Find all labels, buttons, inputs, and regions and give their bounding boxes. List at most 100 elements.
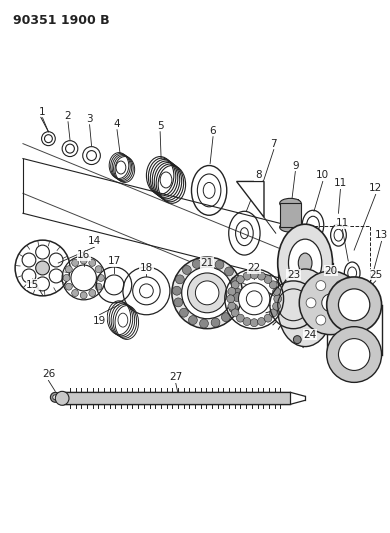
Text: 24: 24 — [303, 329, 317, 340]
Circle shape — [257, 272, 265, 280]
Circle shape — [66, 283, 72, 290]
Circle shape — [172, 286, 181, 295]
Text: 7: 7 — [271, 139, 277, 149]
Text: 3: 3 — [86, 114, 93, 124]
Circle shape — [229, 304, 238, 313]
Circle shape — [316, 280, 326, 290]
Circle shape — [176, 275, 184, 284]
Circle shape — [50, 392, 60, 402]
Circle shape — [66, 266, 72, 273]
Text: 6: 6 — [210, 126, 216, 136]
Circle shape — [233, 288, 242, 297]
Circle shape — [231, 277, 240, 286]
Circle shape — [345, 298, 355, 308]
Ellipse shape — [278, 224, 333, 302]
Circle shape — [89, 289, 96, 296]
Circle shape — [250, 271, 258, 279]
Circle shape — [188, 273, 227, 313]
Circle shape — [335, 280, 345, 290]
Ellipse shape — [289, 239, 322, 287]
Circle shape — [95, 283, 102, 290]
Circle shape — [183, 265, 191, 274]
Circle shape — [225, 267, 234, 276]
Circle shape — [200, 319, 208, 328]
Text: 19: 19 — [93, 316, 106, 326]
Text: 12: 12 — [369, 183, 382, 193]
Circle shape — [243, 272, 251, 280]
Circle shape — [211, 318, 220, 327]
Circle shape — [327, 327, 381, 382]
Text: 8: 8 — [255, 171, 261, 181]
Circle shape — [172, 257, 243, 329]
Circle shape — [204, 257, 213, 266]
Circle shape — [233, 293, 242, 302]
Bar — [291, 226, 370, 316]
Circle shape — [174, 298, 183, 307]
Circle shape — [72, 260, 78, 266]
Bar — [62, 392, 291, 404]
Text: 26: 26 — [42, 369, 55, 379]
Circle shape — [80, 292, 87, 299]
Bar — [280, 203, 301, 227]
Text: 90351 1900 B: 90351 1900 B — [13, 14, 110, 27]
Circle shape — [273, 287, 280, 295]
Circle shape — [264, 276, 272, 284]
Circle shape — [182, 267, 233, 319]
Circle shape — [228, 287, 236, 295]
Circle shape — [215, 260, 224, 269]
Circle shape — [222, 313, 230, 321]
Circle shape — [243, 318, 251, 326]
Circle shape — [327, 277, 381, 333]
Text: 15: 15 — [26, 280, 39, 290]
Ellipse shape — [280, 198, 301, 208]
Text: 16: 16 — [77, 250, 90, 260]
Circle shape — [257, 318, 265, 326]
Circle shape — [335, 315, 345, 325]
Circle shape — [188, 316, 197, 325]
Circle shape — [231, 281, 239, 289]
Text: 20: 20 — [324, 266, 337, 276]
Text: 13: 13 — [375, 230, 388, 240]
Circle shape — [55, 391, 69, 405]
Text: 22: 22 — [248, 263, 261, 273]
Circle shape — [322, 294, 339, 312]
Circle shape — [306, 298, 316, 308]
Circle shape — [299, 271, 362, 335]
Ellipse shape — [278, 269, 333, 346]
Polygon shape — [237, 181, 264, 217]
Circle shape — [179, 308, 188, 317]
Text: 25: 25 — [369, 270, 382, 280]
Text: 11: 11 — [334, 179, 347, 189]
Circle shape — [63, 274, 70, 281]
Text: 2: 2 — [65, 111, 71, 121]
Text: 23: 23 — [287, 270, 300, 280]
Ellipse shape — [298, 253, 312, 273]
Circle shape — [133, 277, 160, 305]
Circle shape — [192, 260, 201, 268]
Circle shape — [316, 315, 326, 325]
Circle shape — [231, 309, 239, 317]
Ellipse shape — [280, 222, 301, 232]
Circle shape — [293, 336, 301, 344]
Text: 27: 27 — [169, 373, 183, 382]
Circle shape — [72, 289, 78, 296]
Circle shape — [239, 283, 270, 315]
Circle shape — [269, 309, 277, 317]
Circle shape — [236, 276, 244, 284]
Circle shape — [264, 314, 272, 322]
Circle shape — [339, 289, 370, 321]
Text: 18: 18 — [140, 263, 153, 273]
Text: 21: 21 — [200, 258, 214, 268]
Circle shape — [339, 338, 370, 370]
Text: 17: 17 — [108, 256, 121, 266]
Text: 11: 11 — [336, 218, 349, 228]
Circle shape — [228, 302, 236, 310]
Text: 1: 1 — [39, 107, 46, 117]
Circle shape — [80, 257, 87, 264]
Circle shape — [89, 260, 96, 266]
Circle shape — [98, 274, 104, 281]
Circle shape — [236, 314, 244, 322]
Circle shape — [53, 395, 58, 400]
Circle shape — [35, 261, 50, 275]
Text: 4: 4 — [114, 119, 121, 129]
